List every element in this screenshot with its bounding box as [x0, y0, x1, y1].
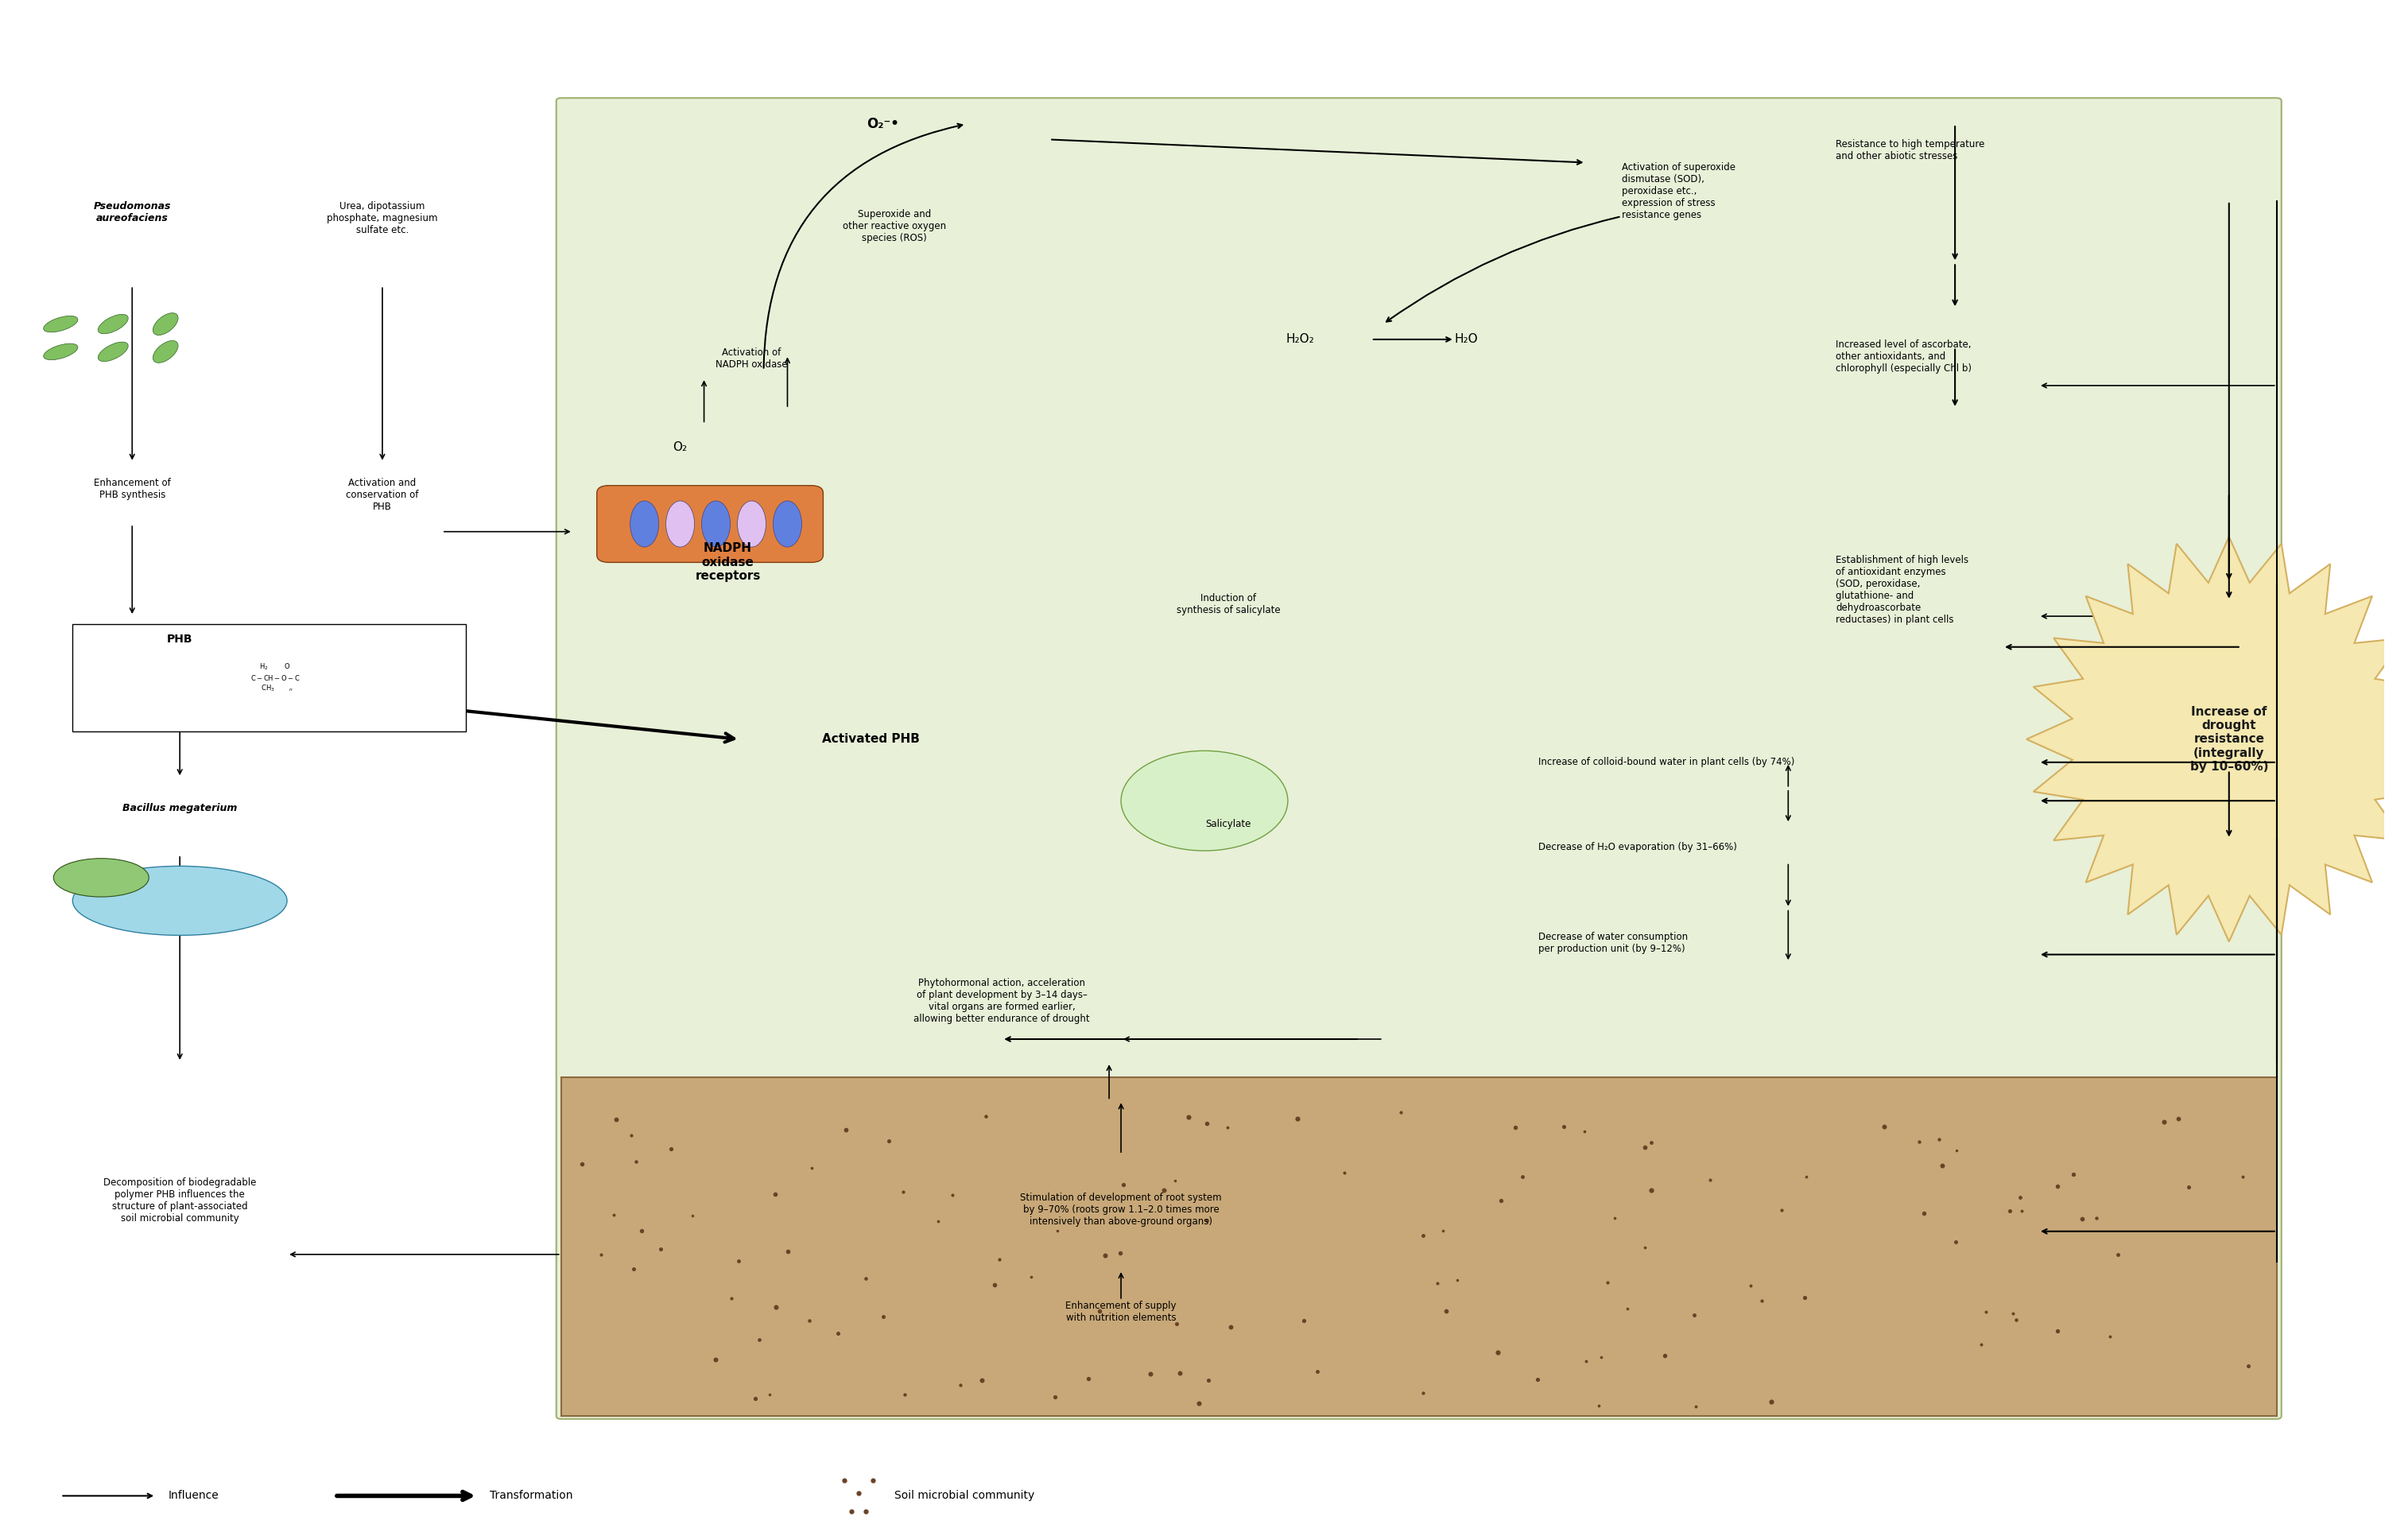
Text: Stimulation of development of root system
by 9–70% (roots grow 1.1–2.0 times mor: Stimulation of development of root syste… — [1021, 1194, 1221, 1227]
Ellipse shape — [153, 313, 179, 336]
Text: Superoxide and
other reactive oxygen
species (ROS): Superoxide and other reactive oxygen spe… — [842, 209, 947, 243]
Ellipse shape — [630, 500, 658, 547]
Text: Influence: Influence — [167, 1491, 219, 1502]
Text: Resistance to high temperature
and other abiotic stresses: Resistance to high temperature and other… — [1836, 140, 1984, 162]
Text: Increased level of ascorbate,
other antioxidants, and
chlorophyll (especially Ch: Increased level of ascorbate, other anti… — [1836, 339, 1972, 374]
Ellipse shape — [98, 314, 129, 334]
Polygon shape — [2027, 537, 2385, 941]
Text: Activation and
conservation of
PHB: Activation and conservation of PHB — [346, 477, 420, 511]
Text: Activation of
NADPH oxidase: Activation of NADPH oxidase — [716, 346, 787, 370]
Text: Activation of superoxide
dismutase (SOD),
peroxidase etc.,
expression of stress
: Activation of superoxide dismutase (SOD)… — [1622, 163, 1734, 220]
Ellipse shape — [773, 500, 801, 547]
Ellipse shape — [665, 500, 694, 547]
Bar — [72, 624, 465, 732]
Text: Decomposition of biodegradable
polymer PHB influences the
structure of plant-ass: Decomposition of biodegradable polymer P… — [103, 1178, 255, 1224]
FancyBboxPatch shape — [556, 99, 2282, 1418]
Text: Enhancement of
PHB synthesis: Enhancement of PHB synthesis — [93, 477, 172, 501]
Text: O₂⁻•: O₂⁻• — [866, 117, 899, 131]
Ellipse shape — [43, 343, 79, 360]
Text: Increase of
drought
resistance
(integrally
by 10–60%): Increase of drought resistance (integral… — [2189, 705, 2268, 773]
Text: Decrease of H₂O evaporation (by 31–66%): Decrease of H₂O evaporation (by 31–66%) — [1538, 842, 1736, 852]
Ellipse shape — [701, 500, 730, 547]
Text: PHB: PHB — [167, 634, 193, 645]
Text: Phytohormonal action, acceleration
of plant development by 3–14 days–
vital orga: Phytohormonal action, acceleration of pl… — [913, 978, 1090, 1024]
Text: Soil microbial community: Soil microbial community — [894, 1491, 1035, 1502]
Text: H₂O: H₂O — [1455, 334, 1479, 345]
Ellipse shape — [72, 865, 286, 935]
Ellipse shape — [153, 340, 179, 363]
Text: Induction of
synthesis of salicylate: Induction of synthesis of salicylate — [1176, 593, 1281, 616]
FancyBboxPatch shape — [596, 485, 823, 562]
Ellipse shape — [737, 500, 766, 547]
Ellipse shape — [52, 858, 148, 896]
Bar — [560, 1078, 2278, 1415]
Ellipse shape — [43, 316, 79, 333]
Text: H₂O₂: H₂O₂ — [1286, 334, 1314, 345]
Text: Establishment of high levels
of antioxidant enzymes
(SOD, peroxidase,
glutathion: Establishment of high levels of antioxid… — [1836, 554, 1968, 625]
Text: Bacillus megaterium: Bacillus megaterium — [122, 804, 236, 813]
Text: Transformation: Transformation — [489, 1491, 572, 1502]
Text: Enhancement of supply
with nutrition elements: Enhancement of supply with nutrition ele… — [1066, 1301, 1176, 1323]
Text: Activated PHB: Activated PHB — [823, 733, 921, 745]
Text: $\mathrm{H_2}$        $\mathrm{O}$
$\mathrm{C} - \mathrm{CH} - \mathrm{O} - \mat: $\mathrm{H_2}$ $\mathrm{O}$ $\mathrm{C} … — [250, 662, 301, 693]
Ellipse shape — [98, 342, 129, 362]
Text: Decrease of water consumption
per production unit (by 9–12%): Decrease of water consumption per produc… — [1538, 932, 1689, 953]
Ellipse shape — [1121, 752, 1288, 850]
Text: NADPH
oxidase
receptors: NADPH oxidase receptors — [694, 542, 761, 582]
Text: Pseudomonas
aureofaciens: Pseudomonas aureofaciens — [93, 202, 172, 223]
Text: O₂: O₂ — [673, 440, 687, 453]
Text: Salicylate: Salicylate — [1204, 819, 1252, 829]
Text: Urea, dipotassium
phosphate, magnesium
sulfate etc.: Urea, dipotassium phosphate, magnesium s… — [327, 202, 439, 236]
Text: Increase of colloid-bound water in plant cells (by 74%): Increase of colloid-bound water in plant… — [1538, 758, 1794, 767]
